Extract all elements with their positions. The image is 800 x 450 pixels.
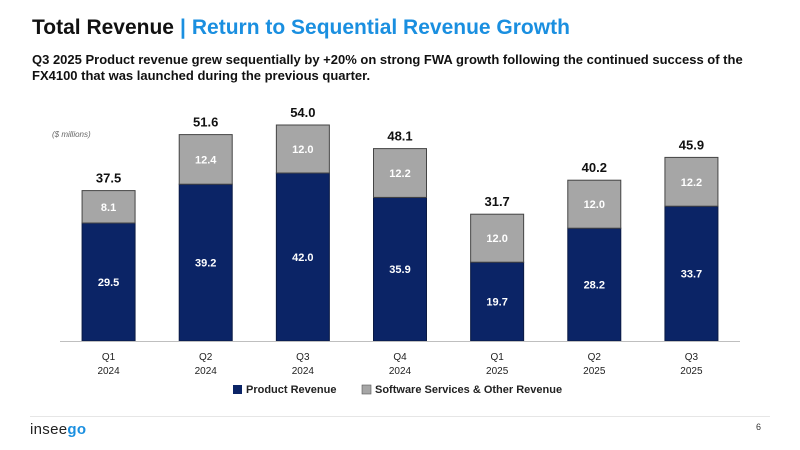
data-label-product: 19.7 xyxy=(486,297,507,309)
data-label-total: 48.1 xyxy=(387,129,412,144)
brand-logo: inseego xyxy=(30,421,87,438)
data-label-product: 29.5 xyxy=(98,277,119,289)
page-number: 6 xyxy=(756,422,762,432)
page-title: Total Revenue xyxy=(32,16,174,39)
legend-label-software: Software Services & Other Revenue xyxy=(375,384,562,396)
bar-product-revenue xyxy=(178,183,233,342)
bar-software-revenue xyxy=(81,190,136,224)
bar-software-revenue xyxy=(567,179,622,229)
x-tick-label-quarter: Q1 xyxy=(102,352,116,363)
x-tick-label-quarter: Q1 xyxy=(490,352,504,363)
data-label-software: 12.2 xyxy=(681,177,702,189)
data-label-total: 51.6 xyxy=(193,115,218,130)
data-label-total: 40.2 xyxy=(582,160,607,175)
data-label-total: 45.9 xyxy=(679,137,704,152)
bar-product-revenue xyxy=(664,205,719,342)
data-label-total: 31.7 xyxy=(484,194,509,209)
legend-swatch-software xyxy=(361,384,372,395)
data-label-software: 12.0 xyxy=(486,233,507,245)
data-label-product: 42.0 xyxy=(292,252,313,264)
x-tick-label-year: 2024 xyxy=(97,366,120,377)
title-separator: | xyxy=(179,16,186,39)
data-label-product: 35.9 xyxy=(389,264,410,276)
bar-software-revenue xyxy=(664,156,719,207)
x-tick-label-year: 2024 xyxy=(195,366,218,377)
unit-label: ($ millions) xyxy=(52,130,91,139)
data-label-product: 28.2 xyxy=(584,280,605,292)
data-label-software: 8.1 xyxy=(101,202,116,214)
title-row: Total Revenue | Return to Sequential Reven… xyxy=(32,16,570,40)
data-label-product: 39.2 xyxy=(195,258,216,270)
data-label-software: 12.0 xyxy=(584,199,605,211)
page-subtitle-highlight: Return to Sequential Revenue Growth xyxy=(191,16,570,39)
x-tick-label-year: 2025 xyxy=(680,366,703,377)
page-description: Q3 2025 Product revenue grew sequentiall… xyxy=(32,52,743,83)
x-tick-label-year: 2024 xyxy=(389,366,412,377)
bar-software-revenue xyxy=(470,213,525,263)
legend-label-product: Product Revenue xyxy=(246,384,336,396)
bar-software-revenue xyxy=(178,134,233,185)
data-label-software: 12.0 xyxy=(292,144,313,156)
x-tick-label-quarter: Q2 xyxy=(199,352,213,363)
x-tick-label-year: 2025 xyxy=(486,366,509,377)
x-tick-label-year: 2025 xyxy=(583,366,606,377)
bar-software-revenue xyxy=(275,124,330,174)
data-label-software: 12.2 xyxy=(389,168,410,180)
data-label-product: 33.7 xyxy=(681,269,702,281)
x-tick-label-quarter: Q2 xyxy=(588,352,602,363)
footer-divider xyxy=(30,416,770,417)
x-tick-label-quarter: Q3 xyxy=(685,352,699,363)
x-tick-label-quarter: Q4 xyxy=(393,352,407,363)
x-tick-label-quarter: Q3 xyxy=(296,352,310,363)
x-tick-label-year: 2024 xyxy=(292,366,315,377)
bar-product-revenue xyxy=(373,196,427,342)
data-label-software: 12.4 xyxy=(195,154,217,166)
data-label-total: 54.0 xyxy=(290,105,315,120)
bar-software-revenue xyxy=(373,148,427,198)
bar-product-revenue xyxy=(275,172,330,342)
bar-product-revenue xyxy=(567,227,622,342)
legend-swatch-product xyxy=(233,385,242,394)
data-label-total: 37.5 xyxy=(96,171,121,186)
